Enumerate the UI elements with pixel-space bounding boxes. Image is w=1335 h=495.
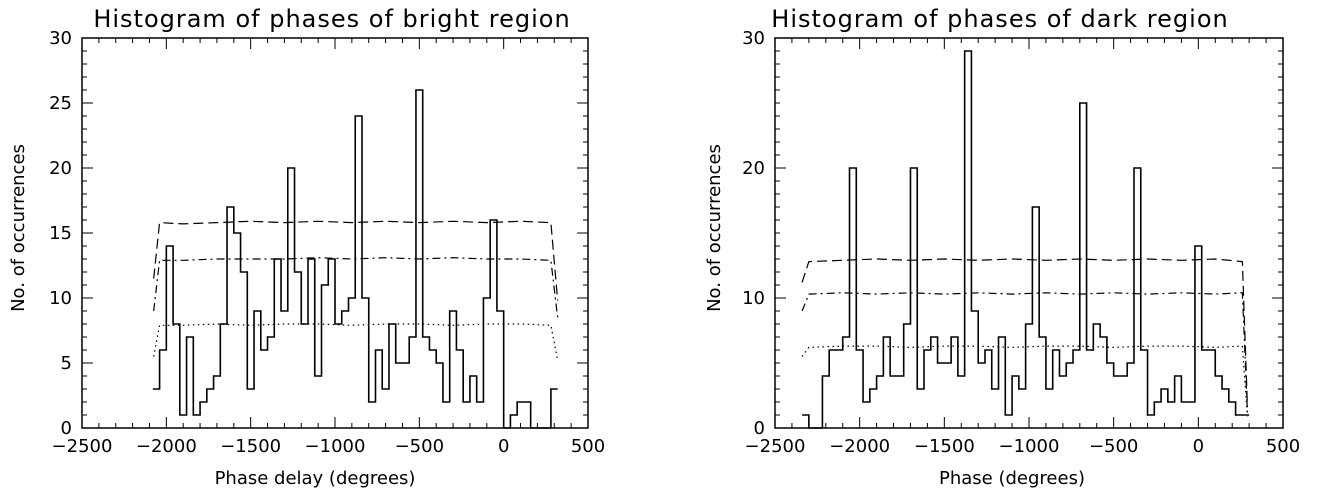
- x-axis-label: Phase (degrees): [939, 468, 1085, 489]
- x-tick-label: −500: [1089, 436, 1138, 457]
- x-tick-label: −2000: [136, 436, 197, 457]
- data-series: [152, 89, 559, 429]
- y-tick-label: 25: [49, 93, 72, 114]
- y-tick-label: 0: [61, 418, 72, 439]
- dash-dot-curve-series: [153, 257, 559, 318]
- x-tick-label: −1000: [305, 436, 366, 457]
- chart-title: Histogram of phases of bright region: [93, 5, 570, 33]
- dash-dot-curve-series: [801, 292, 1249, 413]
- y-tick-label: 30: [742, 28, 765, 49]
- histogram-step-series: [152, 89, 558, 429]
- dark-region-histogram-panel: Histogram of phases of dark region Phase…: [704, 5, 1300, 489]
- x-tick-label: −1000: [999, 436, 1060, 457]
- plot-frame: [774, 37, 1284, 429]
- bright-region-histogram-panel: Histogram of phases of bright region Pha…: [8, 5, 605, 489]
- x-tick-label: −1500: [220, 436, 281, 457]
- y-tick-label: 0: [754, 418, 765, 439]
- x-tick-label: 500: [1266, 436, 1300, 457]
- chart-title: Histogram of phases of dark region: [771, 5, 1228, 33]
- x-tick-label: 0: [1193, 436, 1204, 457]
- y-tick-label: 10: [742, 288, 765, 309]
- dashed-curve-series: [153, 220, 559, 301]
- y-tick-label: 5: [61, 353, 72, 374]
- axis-tick-labels: −2500 −2000 −1500 −1000 −500 0 500 0 5 10 15 20 25 30: [49, 28, 605, 457]
- y-tick-label: 20: [742, 158, 765, 179]
- x-axis-label: Phase delay (degrees): [215, 468, 416, 489]
- x-tick-label: −500: [395, 436, 444, 457]
- x-tick-label: −2500: [52, 436, 113, 457]
- y-tick-label: 10: [49, 288, 72, 309]
- y-axis-label: No. of occurrences: [8, 144, 29, 312]
- plot-frame: [81, 37, 589, 429]
- dashed-curve-series: [801, 258, 1249, 408]
- x-tick-label: 0: [498, 436, 509, 457]
- histogram-step-series: [802, 50, 1250, 429]
- data-series: [801, 50, 1250, 429]
- y-tick-label: 30: [49, 28, 72, 49]
- dotted-curve-series: [801, 345, 1249, 417]
- x-tick-label: −2000: [829, 436, 890, 457]
- y-tick-label: 20: [49, 158, 72, 179]
- y-axis-label: No. of occurrences: [704, 144, 725, 312]
- y-tick-label: 15: [49, 223, 72, 244]
- axis-tick-labels: −2500 −2000 −1500 −1000 −500 0 500 0 10 20 30: [742, 28, 1300, 457]
- x-tick-label: 500: [571, 436, 605, 457]
- x-tick-label: −1500: [914, 436, 975, 457]
- x-tick-label: −2500: [745, 436, 806, 457]
